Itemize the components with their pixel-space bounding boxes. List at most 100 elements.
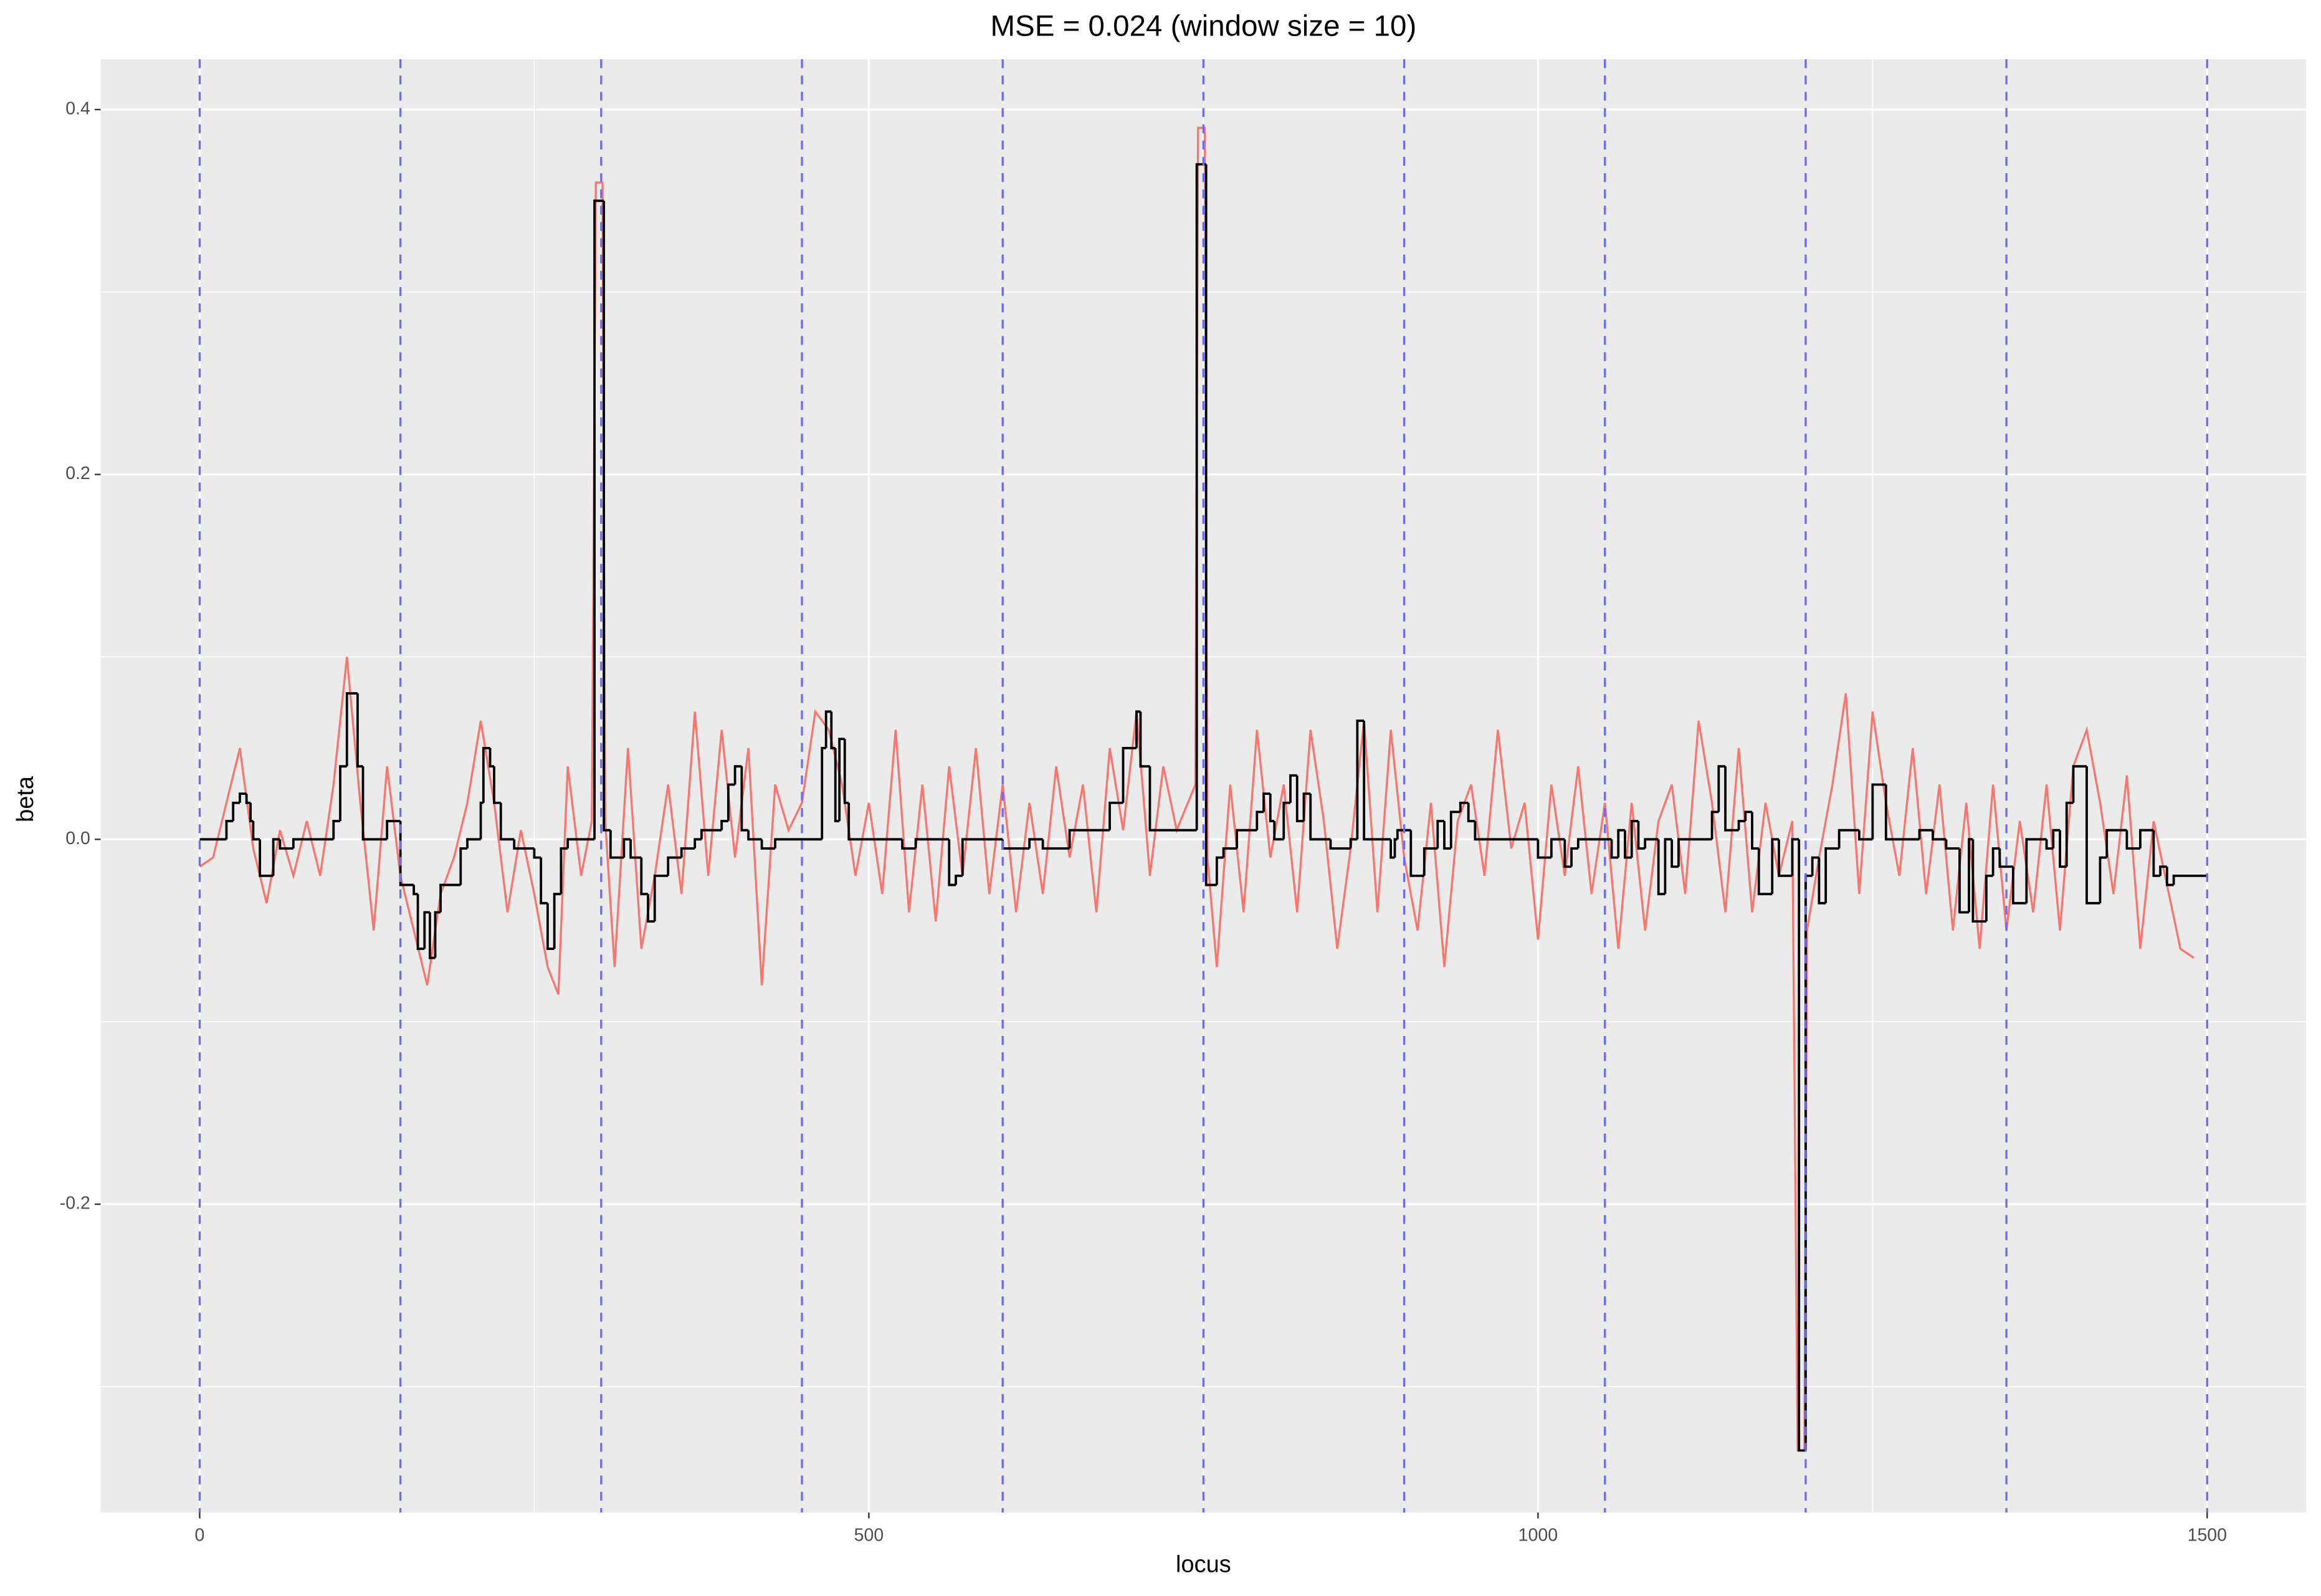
x-tick-label: 1500 xyxy=(2188,1525,2227,1545)
step-segment xyxy=(2011,867,2027,905)
step-segment xyxy=(1236,829,1257,848)
step-segment xyxy=(1664,838,1672,895)
step-segment xyxy=(1459,801,1469,812)
step-segment xyxy=(603,201,611,832)
step-segment xyxy=(1269,794,1275,822)
step-segment xyxy=(489,748,495,768)
step-segment xyxy=(740,766,749,832)
step-segment xyxy=(1998,848,2013,868)
step-segment xyxy=(2125,830,2140,850)
step-segment xyxy=(1282,801,1291,840)
step-segment xyxy=(1837,829,1859,848)
step-segment xyxy=(245,794,251,804)
step-segment xyxy=(540,857,548,905)
step-segment xyxy=(2052,829,2061,848)
step-segment xyxy=(667,856,682,876)
step-segment xyxy=(339,765,347,822)
step-segment xyxy=(1818,857,1826,905)
x-tick-label: 1000 xyxy=(1518,1525,1558,1545)
step-segment xyxy=(2099,856,2107,903)
step-segment xyxy=(2045,839,2054,850)
step-segment xyxy=(1630,820,1639,858)
step-segment xyxy=(272,838,280,876)
step-segment xyxy=(533,848,541,859)
step-segment xyxy=(423,911,430,949)
step-segment xyxy=(843,739,849,804)
step-segment xyxy=(1971,839,1986,923)
step-segment xyxy=(653,874,669,922)
step-segment xyxy=(1884,784,1920,841)
step-segment xyxy=(1302,792,1311,822)
step-segment xyxy=(1757,848,1773,896)
step-segment xyxy=(1467,802,1475,822)
step-segment xyxy=(439,883,461,913)
step-segment xyxy=(1945,839,1960,850)
step-segment xyxy=(955,874,963,885)
step-segment xyxy=(1108,801,1123,830)
step-segment xyxy=(2065,801,2074,867)
step-segment xyxy=(1968,838,1973,913)
step-segment xyxy=(1329,839,1351,850)
step-segment xyxy=(412,885,418,896)
step-segment xyxy=(1423,847,1438,876)
step-segment xyxy=(2059,830,2067,868)
step-segment xyxy=(834,748,840,822)
step-segment xyxy=(824,710,832,748)
step-segment xyxy=(2085,766,2100,905)
step-segment xyxy=(1537,839,1551,859)
step-segment xyxy=(553,893,561,949)
step-segment xyxy=(1449,810,1461,848)
step-segment xyxy=(1717,765,1726,812)
y-tick-label: 0.4 xyxy=(65,98,90,118)
step-segment xyxy=(499,802,515,841)
step-segment xyxy=(332,820,341,840)
step-segment xyxy=(847,802,903,841)
step-segment xyxy=(482,746,490,803)
step-segment xyxy=(1349,838,1358,848)
x-tick-label: 0 xyxy=(195,1525,205,1545)
step-segment xyxy=(356,693,363,768)
marks xyxy=(198,59,2208,1513)
step-segment xyxy=(1139,711,1150,768)
step-segment xyxy=(622,838,631,858)
step-segment xyxy=(232,801,240,822)
step-segment xyxy=(1148,766,1197,832)
step-segment xyxy=(546,903,555,950)
step-segment xyxy=(640,857,649,896)
step-segment xyxy=(1436,820,1445,848)
step-segment xyxy=(1563,839,1572,868)
step-segment xyxy=(1737,820,1746,830)
step-segment xyxy=(1122,746,1137,803)
step-segment xyxy=(1811,856,1819,876)
y-tick-label: 0.0 xyxy=(65,829,90,848)
step-segment xyxy=(948,839,956,886)
step-segment xyxy=(1985,874,1993,922)
step-segment xyxy=(593,199,604,840)
step-segment xyxy=(1474,821,1538,841)
step-segment xyxy=(466,838,481,848)
step-segment xyxy=(821,746,826,840)
step-segment xyxy=(838,738,845,822)
step-segment xyxy=(2105,829,2127,858)
step-segment xyxy=(1677,838,1712,867)
step-segment xyxy=(2139,829,2154,848)
step-segment xyxy=(1570,847,1578,867)
step-segment xyxy=(1389,839,1395,859)
step-segment xyxy=(429,912,436,959)
step-segment xyxy=(1824,847,1839,903)
step-segment xyxy=(566,838,595,848)
step-segment xyxy=(1751,812,1759,850)
step-segment xyxy=(1576,838,1612,848)
step-segment xyxy=(1610,839,1619,859)
step-segment xyxy=(1710,810,1719,840)
step-segment xyxy=(609,830,624,859)
step-segment xyxy=(1135,710,1141,748)
step-segment xyxy=(733,765,742,785)
step-segment xyxy=(361,766,388,841)
step-segment xyxy=(647,894,655,923)
step-segment xyxy=(2172,874,2208,885)
step-segment xyxy=(1617,829,1625,858)
step-segment xyxy=(1798,839,1806,1452)
step-segment xyxy=(1028,838,1043,848)
step-segment xyxy=(1215,856,1224,885)
